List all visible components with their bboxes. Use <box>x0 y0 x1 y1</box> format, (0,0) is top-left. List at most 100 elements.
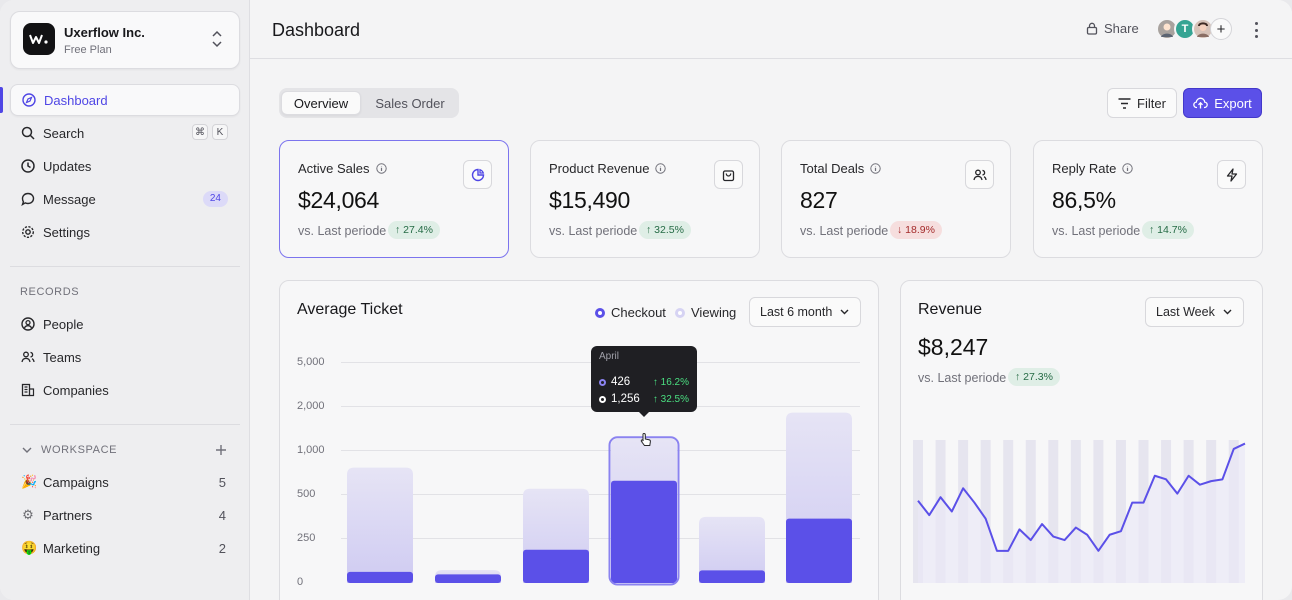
checkout-bar[interactable] <box>523 549 589 583</box>
gridline <box>341 538 860 539</box>
range-select-value: Last Week <box>1156 305 1215 319</box>
y-tick-label: 250 <box>297 532 316 544</box>
y-tick-label: 5,000 <box>297 356 325 368</box>
legend-item-viewing[interactable]: Viewing <box>675 305 736 320</box>
kpi-card-active-sales[interactable]: Active Sales $24,064 vs. Last periode ↑ … <box>279 140 509 258</box>
checkout-bar[interactable] <box>435 574 501 583</box>
kpi-label: Reply Rate <box>1052 161 1134 176</box>
lock-icon <box>1086 22 1098 35</box>
kpi-comparison-label: vs. Last periode <box>800 224 889 238</box>
tooltip-row: 1,256 <box>599 393 640 405</box>
clock-icon <box>21 159 35 173</box>
checkout-dot-icon <box>599 378 606 386</box>
chevron-down-icon <box>1223 309 1232 315</box>
revenue-range-select[interactable]: Last Week <box>1145 297 1244 327</box>
sidebar-item-people[interactable]: People <box>10 308 240 340</box>
filter-button[interactable]: Filter <box>1107 88 1177 118</box>
bar-group[interactable] <box>699 516 765 583</box>
filter-icon <box>1118 97 1131 109</box>
share-button[interactable]: Share <box>1086 21 1139 36</box>
export-button[interactable]: Export <box>1183 88 1262 118</box>
background-column <box>1003 440 1014 583</box>
sidebar-item-marketing[interactable]: 🤑 Marketing 2 <box>10 532 240 564</box>
bar-group[interactable] <box>347 467 413 583</box>
sidebar-item-label: Dashboard <box>44 92 108 108</box>
org-switcher[interactable]: Uxerflow Inc. Free Plan <box>10 11 240 69</box>
checkout-bar[interactable] <box>786 518 852 583</box>
kpi-value: $15,490 <box>549 187 631 213</box>
sidebar-item-label: Partners <box>43 507 93 523</box>
arrow-up-icon: ↑ <box>646 224 655 236</box>
kpi-card-product-revenue[interactable]: Product Revenue $15,490 vs. Last periode… <box>530 140 760 258</box>
change-badge: ↑ 27.3% <box>1008 368 1060 386</box>
sidebar-item-settings[interactable]: Settings <box>10 216 240 248</box>
gear-icon <box>21 225 35 239</box>
sidebar-item-message[interactable]: Message 24 <box>10 183 240 215</box>
legend-item-checkout[interactable]: Checkout <box>595 305 666 320</box>
info-icon <box>1122 163 1134 174</box>
page-title: Dashboard <box>272 20 361 40</box>
range-select[interactable]: Last 6 month <box>749 297 861 327</box>
sidebar-item-updates[interactable]: Updates <box>10 150 240 182</box>
shopping-bag-icon[interactable] <box>714 160 743 189</box>
shortcut-key: K <box>212 124 228 140</box>
change-badge: ↑ 27.4% <box>388 221 440 239</box>
kpi-comparison-label: vs. Last periode <box>298 224 387 238</box>
chevron-up-down-icon <box>212 30 222 48</box>
bar-group[interactable] <box>523 488 589 583</box>
change-badge: ↑ 14.7% <box>1142 221 1194 239</box>
sidebar-divider <box>10 266 240 267</box>
kpi-value: 827 <box>800 187 838 213</box>
add-workspace-icon[interactable] <box>215 444 227 456</box>
kpi-card-total-deals[interactable]: Total Deals 827 vs. Last periode ↓ 18.9% <box>781 140 1011 258</box>
y-tick-label: 500 <box>297 488 316 500</box>
export-label: Export <box>1214 95 1252 111</box>
unread-count-badge: 24 <box>202 191 228 207</box>
tooltip-month: April <box>599 351 620 362</box>
share-label: Share <box>1104 21 1139 36</box>
chevron-down-icon[interactable] <box>22 446 32 454</box>
checkout-bar[interactable] <box>699 570 765 583</box>
sidebar-item-campaigns[interactable]: 🎉 Campaigns 5 <box>10 466 240 498</box>
lightning-icon[interactable] <box>1217 160 1246 189</box>
sidebar-item-companies[interactable]: Companies <box>10 374 240 406</box>
arrow-up-icon: ↑ <box>1015 371 1024 383</box>
more-vertical-icon[interactable] <box>1250 22 1262 38</box>
average-ticket-bar-chart <box>347 412 852 586</box>
sidebar-item-label: Campaigns <box>43 474 109 490</box>
bar-group[interactable] <box>786 412 852 583</box>
kpi-card-reply-rate[interactable]: Reply Rate 86,5% vs. Last periode ↑ 14.7… <box>1033 140 1263 258</box>
info-icon <box>870 163 882 174</box>
bar-group[interactable] <box>608 436 680 586</box>
kpi-value: $24,064 <box>298 187 380 213</box>
compass-icon <box>22 93 36 107</box>
checkout-bar[interactable] <box>611 480 677 583</box>
checkout-bar[interactable] <box>347 571 413 583</box>
hand-pointer-icon <box>640 432 651 446</box>
sidebar-item-label: Teams <box>43 349 82 365</box>
viewing-dot-icon <box>599 395 606 403</box>
y-tick-label: 0 <box>297 576 304 588</box>
info-icon <box>655 163 667 174</box>
viewing-bar[interactable] <box>347 467 413 583</box>
add-member-button[interactable]: + <box>1210 18 1232 40</box>
gear-emoji-icon: ⚙ <box>22 507 34 522</box>
sidebar-item-search[interactable]: Search ⌘ K <box>10 117 240 149</box>
users-icon[interactable] <box>965 160 994 189</box>
viewing-bar[interactable] <box>699 516 765 583</box>
kpi-value: 86,5% <box>1052 187 1116 213</box>
bar-group[interactable] <box>435 570 501 583</box>
background-column <box>1093 440 1104 583</box>
item-count: 5 <box>218 475 226 490</box>
sidebar-item-dashboard[interactable]: Dashboard <box>10 84 240 116</box>
background-column <box>1048 440 1059 583</box>
info-icon <box>375 163 387 174</box>
y-tick-label: 1,000 <box>297 444 325 456</box>
sidebar-item-teams[interactable]: Teams <box>10 341 240 373</box>
sidebar-item-partners[interactable]: ⚙ Partners 4 <box>10 499 240 531</box>
avatar[interactable] <box>1192 18 1214 40</box>
chat-bubble-icon <box>21 192 35 206</box>
tab-overview[interactable]: Overview <box>281 91 361 115</box>
pie-chart-icon[interactable] <box>463 160 492 189</box>
tab-sales-order[interactable]: Sales Order <box>375 95 445 111</box>
